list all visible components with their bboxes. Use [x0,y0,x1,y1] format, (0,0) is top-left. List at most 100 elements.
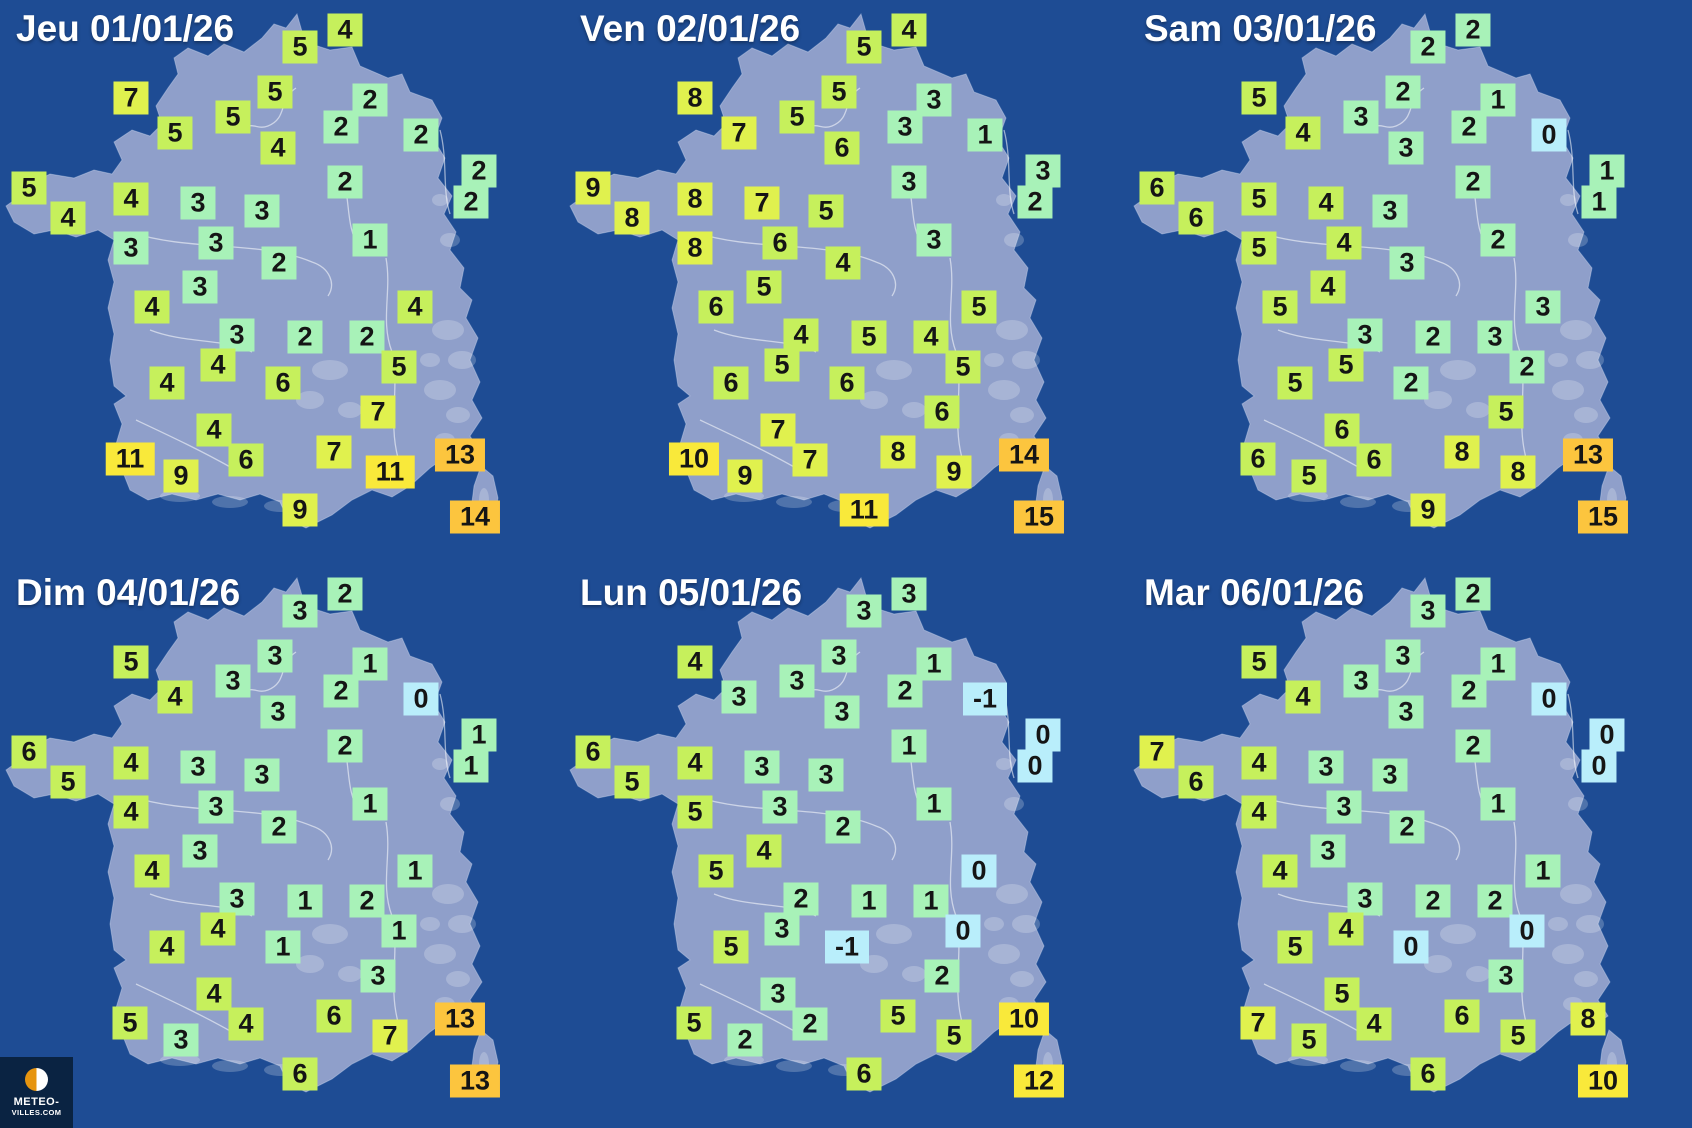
temp-badge: 5 [1500,1019,1536,1053]
temp-badge: 6 [1240,442,1276,476]
temp-badge: 4 [200,348,236,382]
temp-badge: 4 [1241,746,1277,780]
temp-badge: 5 [112,1006,148,1040]
temp-badge: 3 [182,834,218,868]
temp-badge: 2 [1477,884,1513,918]
temp-badge: 3 [891,577,927,611]
temp-badge: 4 [746,834,782,868]
temp-badge: 5 [713,930,749,964]
panel-date-title: Ven 02/01/26 [580,8,801,49]
forecast-panel: Dim 04/01/26 2 3 5 3 3 4 1 2 3 0 1 1 6 4 5 3 3 2 1 4 3 2 3 4 1 3 1 2… [0,564,564,1128]
temp-badge: 4 [1262,854,1298,888]
temp-badge: 2 [287,320,323,354]
temp-badge: 4 [228,1007,264,1041]
temp-badge: 13 [1562,438,1614,472]
temp-badge: 1 [352,223,388,257]
panel-date-title: Mar 06/01/26 [1144,572,1365,613]
temp-badge: 15 [1577,500,1629,534]
temp-badge: 4 [149,930,185,964]
temp-badge: 3 [1389,246,1425,280]
temp-badge: 5 [1241,81,1277,115]
temp-badge: 3 [1410,594,1446,628]
temp-badge: 1 [891,729,927,763]
temp-badge: 8 [677,182,713,216]
temp-badge: 7 [744,186,780,220]
temp-badge: 2 [1455,165,1491,199]
temp-badge: 0 [961,854,997,888]
temp-badge: 2 [327,165,363,199]
temp-badge: 9 [936,455,972,489]
temp-badge: 1 [1581,185,1617,219]
temp-badge: 4 [327,13,363,47]
temp-badge: 5 [1241,231,1277,265]
temp-badge: 3 [846,594,882,628]
temp-badge: 4 [677,645,713,679]
temp-badge: 6 [1139,171,1175,205]
temp-badge: 4 [677,746,713,780]
temp-badge: 3 [257,639,293,673]
temp-badge: 5 [381,350,417,384]
temp-badge: 4 [1285,680,1321,714]
temp-badge: 3 [1488,959,1524,993]
temp-badge: 5 [677,795,713,829]
forecast-panel: Mar 06/01/26 2 3 5 3 3 4 1 2 3 0 0 0 7 4 6 3 3 2 1 4 3 2 3 4 1 3 2 2… [1128,564,1692,1128]
temp-badge: 2 [727,1023,763,1057]
temp-badge: 7 [372,1019,408,1053]
temp-badge: 3 [891,165,927,199]
temp-badge: 8 [614,201,650,235]
temp-badge: 6 [265,366,301,400]
temp-badge: 2 [261,810,297,844]
temp-badge: 9 [1410,493,1446,527]
temp-badge: 3 [244,194,280,228]
temp-badge: 3 [1343,100,1379,134]
temp-badge: 5 [779,100,815,134]
temp-badge: 8 [1570,1002,1606,1036]
temp-badge: 1 [352,787,388,821]
temp-badge: 8 [677,81,713,115]
temp-badge: 3 [1372,758,1408,792]
temp-badge: 4 [1326,226,1362,260]
temp-badge: 3 [1347,318,1383,352]
temp-badge: 5 [821,75,857,109]
temp-badge: 4 [113,746,149,780]
temp-badge: 11 [365,455,415,489]
temp-badge: 6 [846,1057,882,1091]
temp-badge: 5 [1488,395,1524,429]
temp-badge: 6 [1444,999,1480,1033]
temp-badge: 5 [961,290,997,324]
temp-badge: 7 [721,116,757,150]
temp-badge: 2 [1455,729,1491,763]
temp-badge: 7 [113,81,149,115]
temp-badge: 3 [1025,154,1061,188]
temp-badge: 4 [783,318,819,352]
temp-badge: 0 [945,914,981,948]
temp-badge: 0 [1393,930,1429,964]
temp-badge: 6 [575,735,611,769]
temp-badge: 3 [219,882,255,916]
temp-badge: 2 [327,577,363,611]
temp-badge: 5 [1324,977,1360,1011]
temp-badge: 2 [349,320,385,354]
temp-badge: 4 [113,182,149,216]
temp-badge: 7 [760,413,796,447]
temp-badge: 4 [196,977,232,1011]
temp-badge: 1 [287,884,323,918]
temp-badge: 3 [219,318,255,352]
temp-badge: 2 [323,110,359,144]
temp-badge: 5 [945,350,981,384]
temp-badge: 5 [282,30,318,64]
temp-badge: 2 [1455,577,1491,611]
temp-badge: 3 [215,664,251,698]
temp-badge: 5 [113,645,149,679]
temp-badge: 6 [1324,413,1360,447]
temp-badge: 8 [677,231,713,265]
temp-badge: 2 [327,729,363,763]
temp-badge: 2 [1455,13,1491,47]
temp-badge: 9 [163,459,199,493]
temp-badge: 0 [1025,718,1061,752]
temp-badge: 3 [821,639,857,673]
temp-badge: 5 [846,30,882,64]
temp-badge: 2 [1389,810,1425,844]
temp-badge: 2 [924,959,960,993]
temp-badge: 4 [397,290,433,324]
